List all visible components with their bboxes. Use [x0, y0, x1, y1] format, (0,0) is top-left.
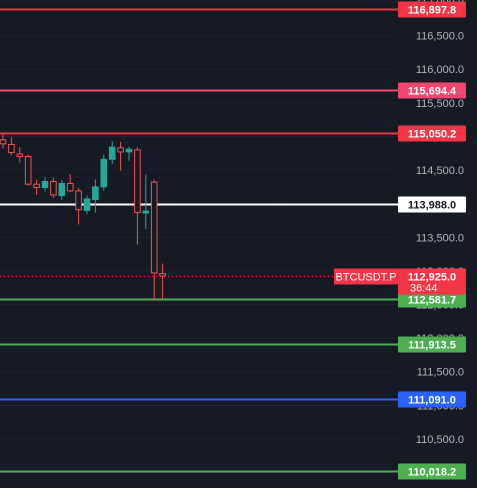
candle-body	[142, 210, 150, 214]
level-label-box	[398, 291, 466, 308]
candle-body	[8, 144, 15, 154]
level-label: 111,913.5	[408, 340, 456, 352]
candle[interactable]	[24, 154, 32, 186]
candle-body	[159, 273, 166, 277]
level-label: 115,694.4	[408, 86, 457, 98]
level-label: 112,581.7	[408, 295, 456, 307]
candle-body	[16, 153, 24, 158]
candle[interactable]	[41, 176, 49, 192]
candle[interactable]	[108, 141, 116, 165]
candle-body	[125, 148, 133, 153]
candle-body	[0, 139, 7, 145]
candle[interactable]	[75, 188, 82, 225]
candle[interactable]	[159, 263, 166, 300]
candle[interactable]	[117, 141, 124, 171]
candle-body	[75, 190, 82, 211]
level-label: 116,897.8	[408, 5, 456, 17]
candle[interactable]	[58, 180, 66, 201]
candle[interactable]	[142, 174, 150, 230]
candle[interactable]	[125, 146, 133, 161]
price-tick-label: 116,500.0	[416, 31, 464, 43]
grid-lines	[0, 0, 398, 488]
level-label: 115,050.2	[408, 129, 456, 141]
price-tick-label: 110,500.0	[416, 434, 464, 446]
price-tick-label: 115,500.0	[416, 98, 464, 110]
price-tick-label: 116,000.0	[416, 64, 464, 76]
candle[interactable]	[150, 179, 158, 301]
candle[interactable]	[100, 154, 108, 191]
last-price-label-box	[398, 268, 466, 295]
candle-body	[92, 186, 99, 201]
candle-body	[150, 181, 158, 274]
price-tick-label: 113,500.0	[416, 232, 464, 244]
candle-body	[41, 180, 49, 189]
candle-body	[58, 183, 66, 197]
level-label-box	[398, 125, 466, 142]
symbol-label: BTCUSDT.P	[335, 272, 396, 284]
last-price-marker: BTCUSDT.P 112,925.0 36:44	[0, 268, 466, 295]
candle[interactable]	[33, 179, 40, 195]
candle-body	[33, 183, 40, 189]
candle-body	[100, 158, 108, 188]
price-tick-label: 111,500.0	[417, 367, 464, 379]
price-axis[interactable]: 117,000.0116,500.0116,000.0115,500.0115,…	[416, 0, 464, 480]
candle-body	[50, 180, 57, 196]
candle[interactable]	[83, 195, 91, 215]
level-label-box	[398, 1, 466, 18]
level-label-box	[398, 196, 466, 213]
candle[interactable]	[134, 147, 141, 245]
level-label-box	[398, 336, 466, 353]
price-tick-label: 114,500.0	[416, 165, 464, 177]
candle[interactable]	[0, 134, 7, 149]
level-label: 111,091.0	[408, 395, 456, 407]
candle[interactable]	[50, 177, 57, 198]
candle[interactable]	[92, 179, 99, 213]
level-label: 110,018.2	[408, 467, 456, 479]
symbol-label-box	[334, 268, 398, 285]
candle[interactable]	[16, 147, 24, 163]
level-label-box	[398, 463, 466, 480]
candle[interactable]	[8, 137, 15, 156]
candle-body	[108, 146, 116, 160]
last-price-label: 112,925.0	[408, 272, 456, 284]
bar-countdown: 36:44	[410, 283, 438, 295]
candle-body	[66, 183, 74, 192]
candlestick-series[interactable]	[0, 134, 166, 301]
candle-body	[24, 156, 32, 185]
level-label-box	[398, 391, 466, 408]
candle-body	[117, 147, 124, 153]
horizontal-levels[interactable]: 116,897.8 115,694.4 115,050.2 113,988.0 112,…	[0, 1, 466, 480]
level-label: 113,988.0	[408, 200, 456, 212]
level-label-box	[398, 82, 466, 99]
candle[interactable]	[66, 174, 74, 193]
candle-body	[134, 149, 141, 213]
candle-body	[83, 198, 91, 211]
